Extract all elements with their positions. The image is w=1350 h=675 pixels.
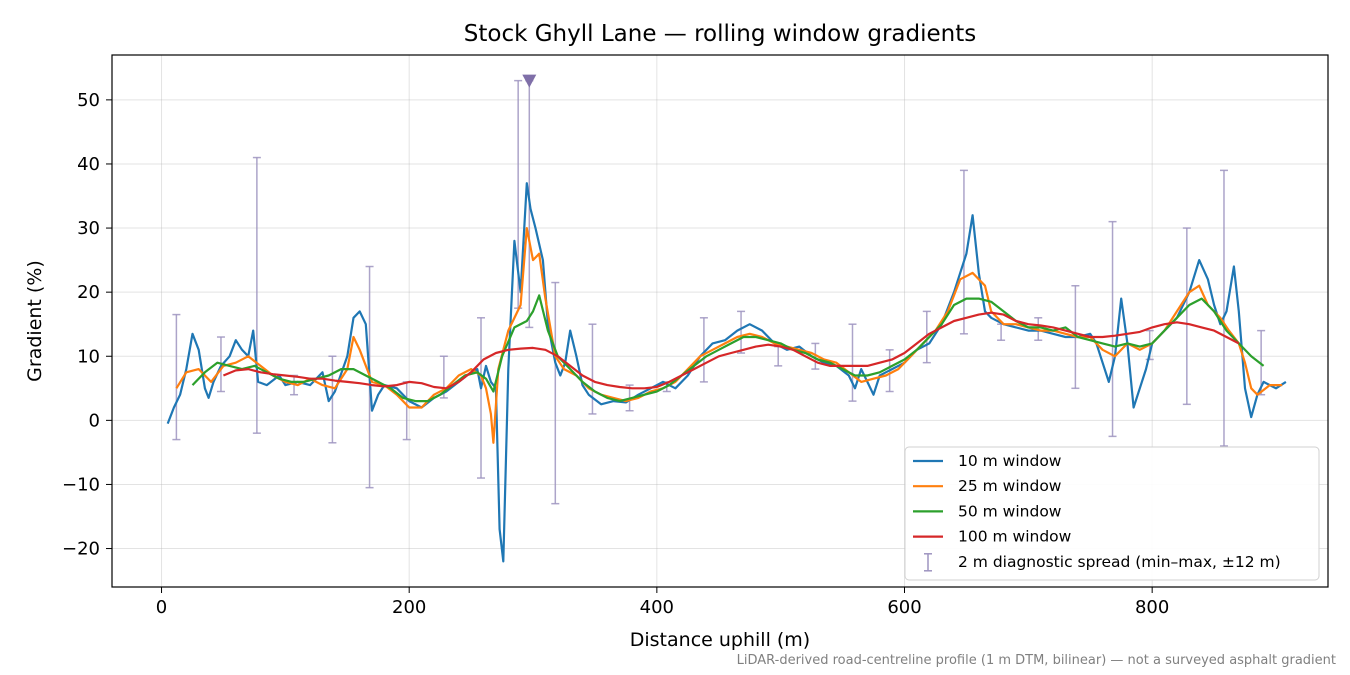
- errorbar-group: [172, 79, 1266, 505]
- y-tick-label: 20: [77, 282, 100, 303]
- x-tick-label: 0: [156, 597, 167, 618]
- y-tick-label: 50: [77, 90, 100, 111]
- y-tick-label: −10: [62, 474, 100, 495]
- legend-label: 50 m window: [958, 502, 1062, 520]
- line-group: [166, 182, 1287, 563]
- series-line-0: [166, 182, 1287, 563]
- y-tick-label: 30: [77, 218, 100, 239]
- legend-label: 25 m window: [958, 477, 1062, 495]
- plot-frame: [111, 54, 1329, 588]
- x-tick-label: 400: [640, 597, 674, 618]
- series-line-3: [222, 311, 1240, 390]
- series-line-2: [191, 294, 1265, 403]
- x-tick-label: 600: [887, 597, 921, 618]
- x-tick-label: 800: [1135, 597, 1169, 618]
- peak-marker: [522, 74, 537, 88]
- y-axis-label: Gradient (%): [24, 260, 46, 382]
- x-axis-ticks: 0 200 400 600 800: [156, 587, 1169, 618]
- legend-label: 100 m window: [958, 528, 1072, 546]
- legend-label: 10 m window: [958, 452, 1062, 470]
- legend-label: 2 m diagnostic spread (min–max, ±12 m): [958, 553, 1281, 571]
- series-line-1: [175, 227, 1283, 444]
- y-tick-label: −20: [62, 539, 100, 560]
- y-tick-label: 40: [77, 154, 100, 175]
- series-layer: [166, 74, 1287, 563]
- x-tick-label: 200: [392, 597, 426, 618]
- x-axis-label: Distance uphill (m): [630, 629, 810, 651]
- legend-box: [904, 446, 1320, 581]
- footnote: LiDAR-derived road-centreline profile (1…: [737, 653, 1336, 668]
- chart-title: Stock Ghyll Lane — rolling window gradie…: [464, 21, 976, 47]
- y-tick-label: 0: [89, 410, 100, 431]
- y-axis-ticks: −20 −10 0 10 20 30 40 50: [62, 90, 112, 560]
- y-tick-label: 10: [77, 346, 100, 367]
- legend: 10 m window 25 m window 50 m window 100 m w…: [904, 446, 1320, 581]
